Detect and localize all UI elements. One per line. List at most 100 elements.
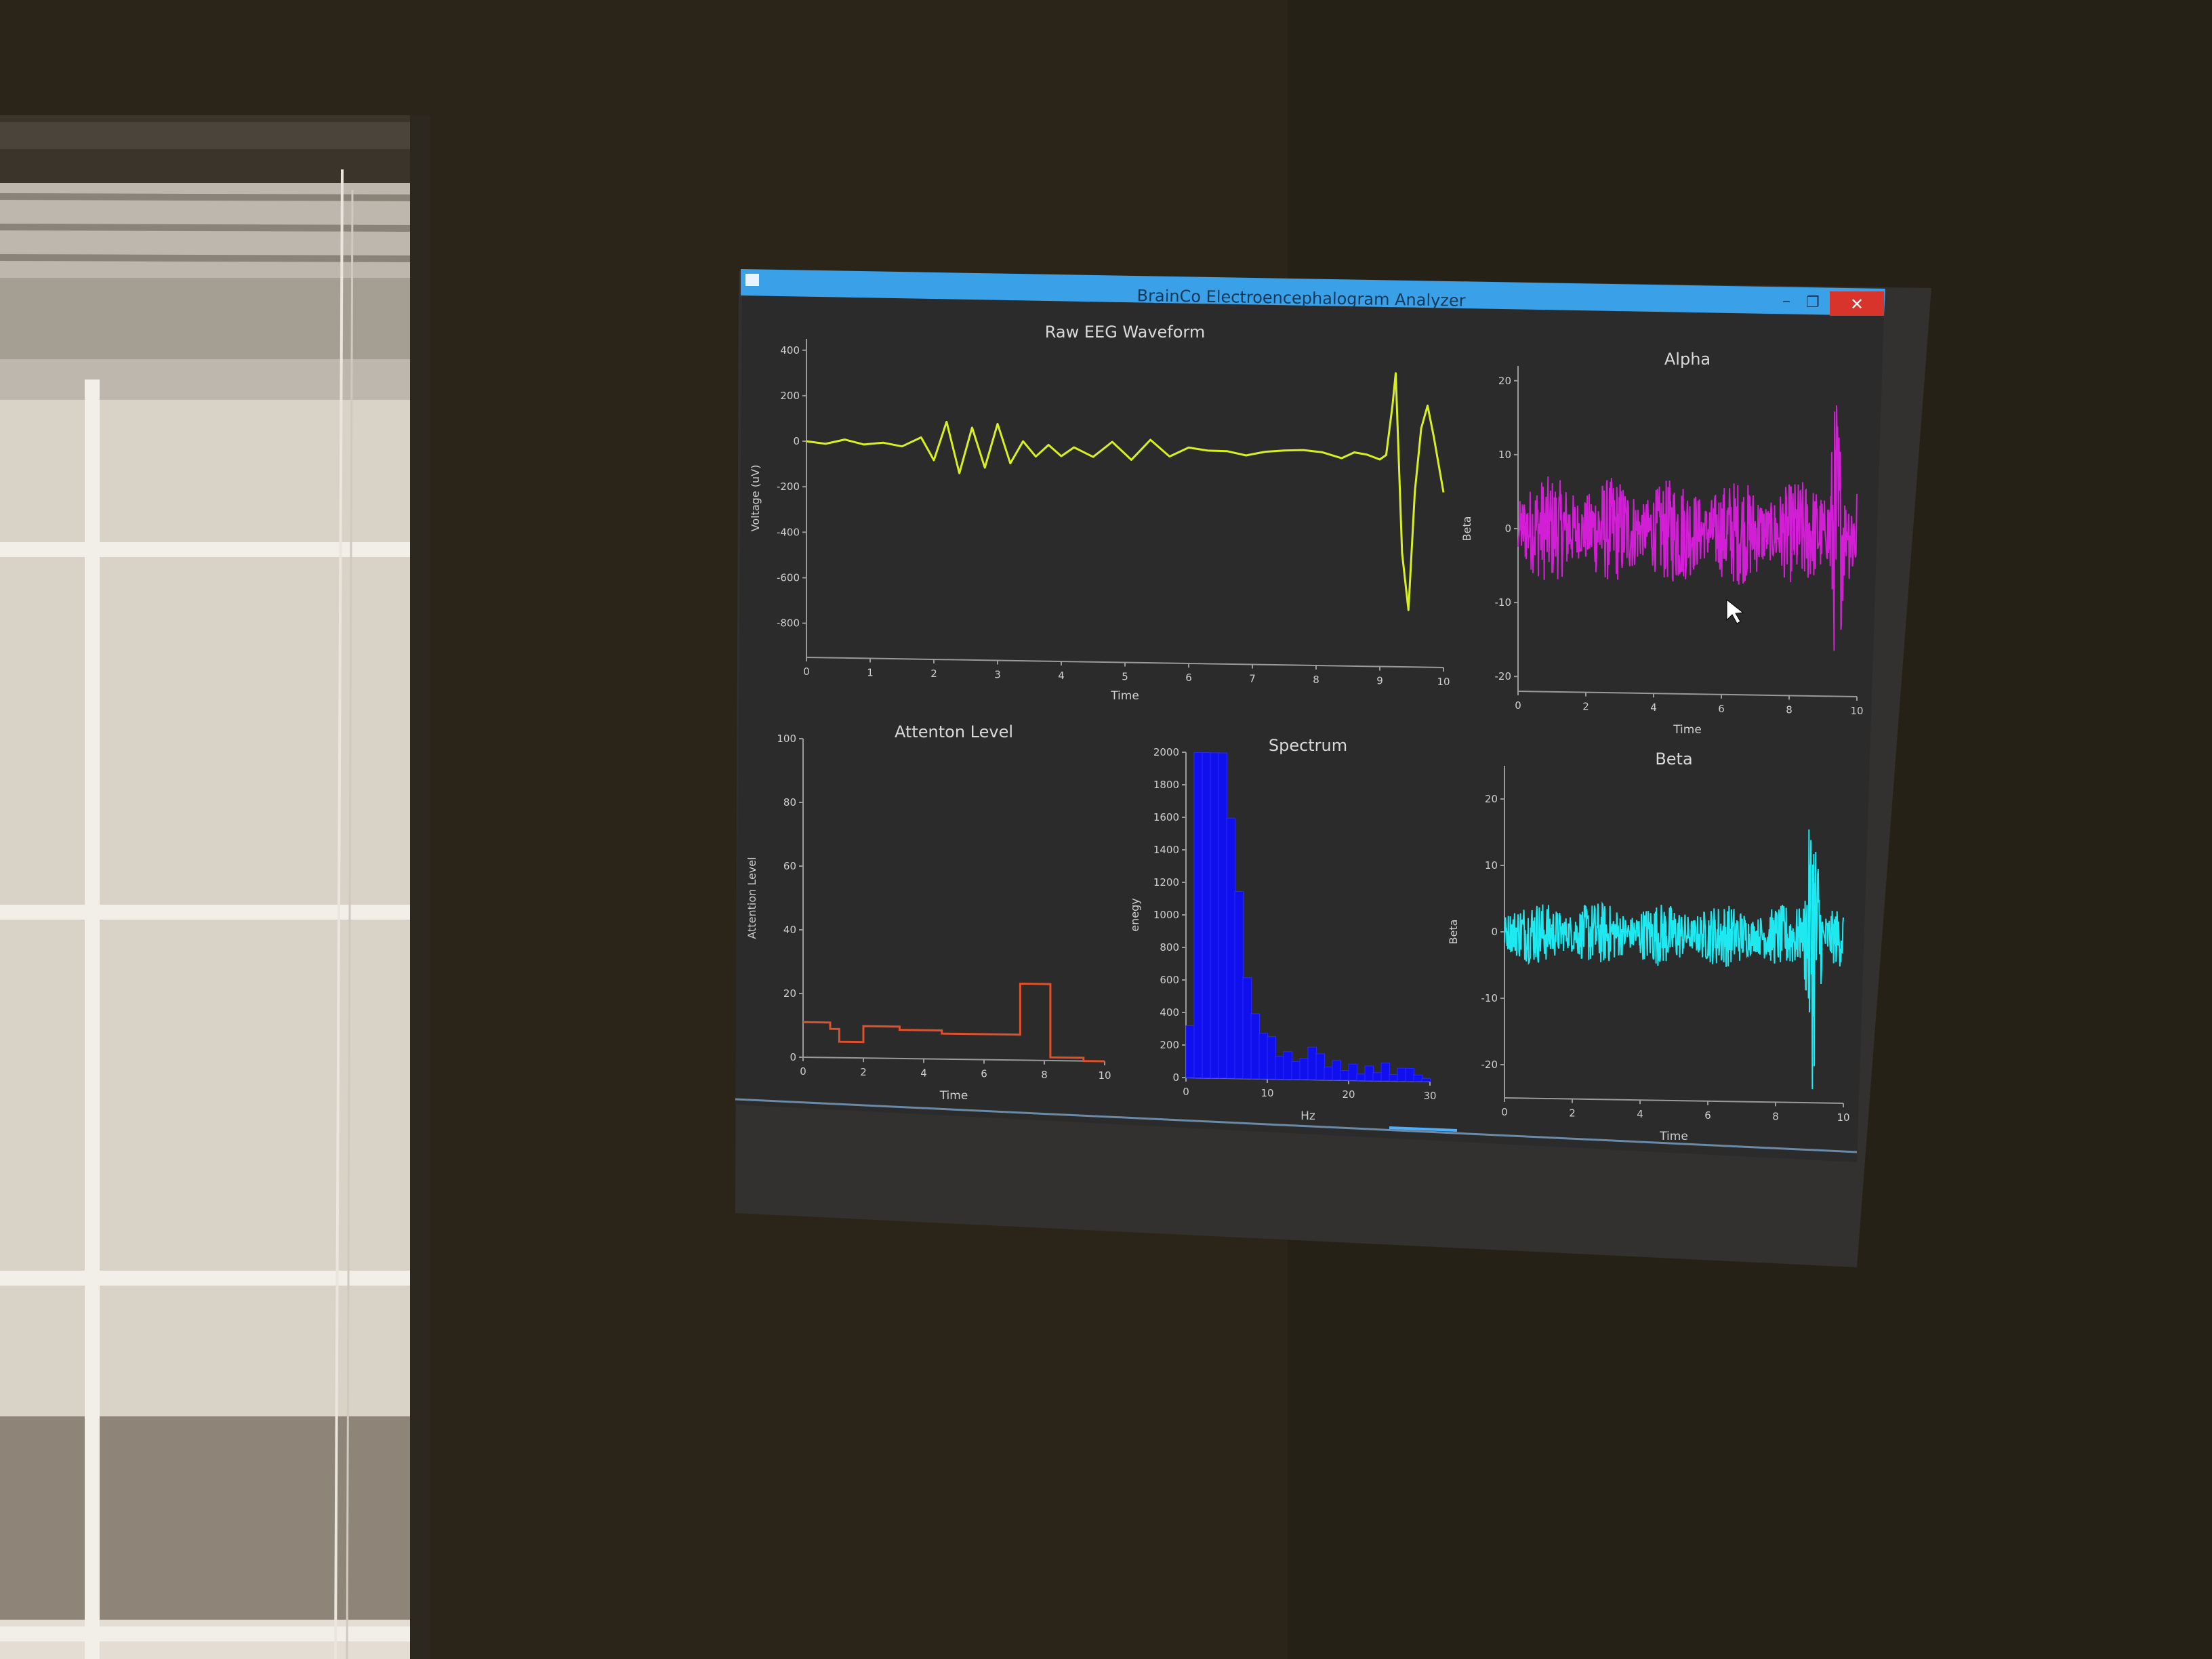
attention-chart-title: Attenton Level [895,722,1013,741]
alpha-x-tick-label: 2 [1582,701,1589,713]
app-window: BrainCo Electroencephalogram Analyzer – … [735,269,1885,1162]
beta-y-tick-label: -20 [1481,1059,1498,1071]
spectrum-bar [1242,977,1252,1080]
spectrum-bar [1324,1066,1333,1081]
mouse-pointer-icon [1726,598,1744,624]
beta-x-axis [1504,1097,1844,1104]
spectrum-bar [1380,1063,1390,1082]
attention-y-tick-label: 40 [783,924,796,936]
spectrum-bar [1356,1073,1366,1081]
spectrum-bar [1307,1046,1317,1080]
spectrum-y-tick-label: 1200 [1153,876,1179,888]
spectrum-bar [1258,1033,1268,1080]
beta-x-tick-label: 8 [1772,1110,1779,1122]
alpha-y-tick-label: -20 [1495,670,1512,682]
raw-x-tick-label: 5 [1122,671,1128,683]
raw-y-tick-label: 400 [780,344,800,356]
spectrum-y-tick-label: 1400 [1153,844,1179,856]
spectrum-bar [1421,1078,1431,1082]
raw-x-tick-label: 3 [994,669,1001,681]
spectrum-bar [1397,1067,1406,1082]
raw-x-tick-label: 6 [1185,672,1192,684]
raw-x-tick-label: 9 [1376,675,1383,687]
spectrum-y-tick-label: 0 [1172,1071,1179,1084]
title-bar[interactable] [741,269,1885,316]
spectrum-bar [1405,1067,1414,1082]
attention-y-label: Attention Level [745,857,758,939]
alpha-x-label: Time [1673,723,1702,737]
beta-x-tick-label: 4 [1637,1108,1643,1120]
attention-y-tick-label: 80 [783,796,796,808]
spectrum-bar [1315,1053,1325,1080]
raw-x-tick-label: 7 [1249,673,1256,685]
raw-x-tick-label: 1 [867,667,874,679]
spectrum-bar [1348,1063,1357,1081]
attention-x-tick-label: 0 [800,1065,806,1078]
attention-x-tick-label: 8 [1041,1069,1048,1081]
alpha-x-tick-label: 10 [1850,705,1863,717]
attention-y-tick-label: 100 [777,733,796,745]
alpha-chart: Alpha Time Beta 0 2 4 6 8 10 20 10 0 -10 -20 [1460,350,1864,737]
beta-x-tick-label: 10 [1837,1111,1849,1124]
alpha-chart-title: Alpha [1664,350,1711,369]
attention-x-tick-label: 6 [981,1068,987,1080]
raw-y-tick-label: 200 [780,390,800,402]
minimize-button[interactable]: – [1782,291,1790,310]
beta-chart: Beta Time Beta 0 2 4 6 8 10 20 10 0 -10 -20 [1447,750,1850,1143]
attention-y-tick-label: 60 [783,860,796,872]
alpha-y-tick-label: -10 [1495,596,1512,609]
close-button[interactable]: ✕ [1850,295,1864,314]
raw-y-tick-label: 0 [793,435,800,447]
alpha-y-label: Beta [1460,516,1473,541]
beta-x-label: Time [1659,1130,1688,1143]
bottom-divider [735,1098,1858,1153]
spectrum-bar [1389,1074,1398,1082]
raw-x-tick-label: 10 [1437,676,1450,688]
spectrum-bar [1234,890,1244,1079]
attention-x-tick-label: 10 [1098,1069,1111,1082]
beta-y-tick-label: 10 [1485,859,1498,872]
raw-x-label: Time [1110,689,1139,703]
spectrum-y-tick-label: 1800 [1153,779,1179,791]
spectrum-bar [1413,1074,1422,1082]
spectrum-bar [1210,752,1219,1079]
beta-y-tick-label: 20 [1485,793,1498,805]
spectrum-bar [1291,1061,1300,1080]
beta-x-tick-label: 6 [1704,1109,1711,1122]
spectrum-bar [1283,1051,1292,1080]
beta-y-label: Beta [1447,920,1460,945]
beta-x-tick-label: 2 [1569,1107,1576,1120]
raw-y-tick-label: -600 [777,572,800,584]
attention-y-tick-label: 0 [790,1051,796,1063]
alpha-x-tick-label: 8 [1786,703,1793,716]
beta-chart-title: Beta [1655,750,1692,769]
alpha-y-tick-label: 20 [1498,375,1511,387]
raw-y-tick-label: -200 [777,480,800,493]
spectrum-x-tick-label: 0 [1183,1086,1189,1098]
alpha-x-tick-label: 0 [1515,699,1521,712]
beta-x-tick-label: 0 [1501,1106,1508,1118]
alpha-y-tick-label: 0 [1504,523,1511,535]
spectrum-bar [1185,1025,1195,1078]
spectrum-bar [1332,1060,1341,1081]
spectrum-y-tick-label: 2000 [1153,746,1179,758]
spectrum-bar [1226,817,1235,1079]
alpha-x-tick-label: 4 [1650,701,1657,714]
plot-area-background [735,295,1884,1162]
spectrum-y-tick-label: 1000 [1153,909,1179,921]
spectrum-bar [1202,752,1211,1079]
attention-x-label: Time [939,1089,968,1103]
spectrum-x-tick-label: 20 [1342,1088,1355,1101]
raw-x-tick-label: 4 [1058,670,1065,682]
close-button-bg[interactable] [1830,291,1884,316]
spectrum-bar [1372,1072,1382,1082]
raw-y-label: Voltage (uV) [749,465,762,532]
room-window [0,115,430,1659]
raw-eeg-series-line [806,372,1445,611]
beta-series-line [1504,829,1844,1090]
spectrum-bar [1250,1013,1260,1080]
attention-y-tick-label: 20 [783,987,796,1000]
restore-button[interactable]: ❐ [1806,294,1820,311]
spectrum-chart-title: Spectrum [1269,736,1347,755]
